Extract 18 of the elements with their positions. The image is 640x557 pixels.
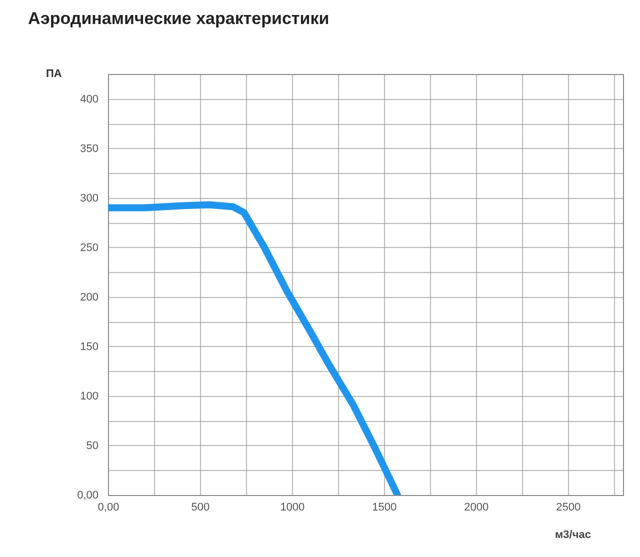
x-tick-label: 500 xyxy=(191,502,210,514)
y-axis-title: ПА xyxy=(46,68,62,80)
x-tick-label: 1000 xyxy=(280,502,305,514)
x-tick-label: 2500 xyxy=(556,502,581,514)
x-axis-title: м3/час xyxy=(555,529,591,541)
y-tick-label: 250 xyxy=(80,242,98,254)
y-tick-label: 50 xyxy=(86,440,98,452)
y-tick-label: 150 xyxy=(80,340,98,353)
y-tick-label: 300 xyxy=(80,192,98,204)
x-tick-label: 1500 xyxy=(372,502,397,514)
chart-title: Аэродинамические характеристики xyxy=(28,9,330,28)
y-tick-label: 350 xyxy=(80,142,98,155)
y-tick-label: 100 xyxy=(80,390,98,402)
x-tick-label: 0,00 xyxy=(98,502,120,514)
y-tick-label: 200 xyxy=(80,291,98,304)
x-tick-label: 2000 xyxy=(464,502,489,514)
y-tick-label: 0,00 xyxy=(77,490,98,502)
y-tick-label: 400 xyxy=(80,93,98,106)
